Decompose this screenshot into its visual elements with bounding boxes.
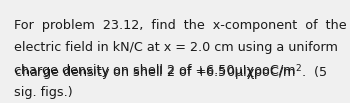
- Text: sig. figs.): sig. figs.): [14, 86, 72, 99]
- Text: For  problem  23.12,  find  the  x-component  of  the: For problem 23.12, find the x-component …: [14, 19, 346, 32]
- Text: charge density on shell 2 of +6.50μIχρoC/m$^2$.  (5: charge density on shell 2 of +6.50μIχρoC…: [14, 64, 327, 83]
- Text: electric field in kN/C at x = 2.0 cm using a uniform: electric field in kN/C at x = 2.0 cm usi…: [14, 41, 338, 54]
- Text: charge density on shell 2 of +6.50μIχρoC/m: charge density on shell 2 of +6.50μIχρoC…: [14, 64, 295, 77]
